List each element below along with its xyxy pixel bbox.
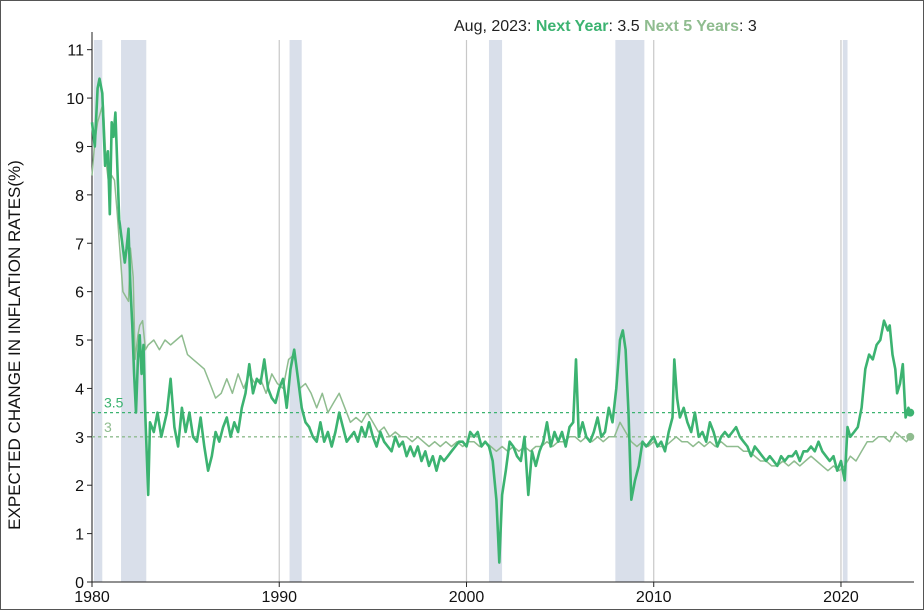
- y-tick-label: 11: [67, 43, 84, 60]
- x-tick-label: 1990: [261, 589, 297, 606]
- recession-band: [615, 40, 645, 582]
- legend-next-year-value: 3.5: [617, 18, 640, 35]
- x-tick-label: 1980: [74, 589, 110, 606]
- legend-next-5-years-label: Next 5 Years: [644, 18, 739, 35]
- legend: Aug, 2023: Next Year: 3.5 Next 5 Years: …: [454, 18, 757, 36]
- x-tick-label: 2010: [636, 589, 672, 606]
- series-end-point: [906, 432, 915, 441]
- y-tick-label: 2: [75, 478, 84, 495]
- legend-separator: :: [738, 18, 748, 35]
- legend-next-5-years-value: 3: [747, 18, 757, 35]
- y-tick-label: 0: [75, 575, 84, 592]
- series-end-point: [906, 408, 915, 417]
- y-tick-label: 10: [66, 91, 84, 108]
- legend-next-year-label: Next Year: [535, 18, 609, 35]
- y-tick-label: 1: [75, 527, 84, 544]
- legend-date: Aug, 2023: [454, 18, 527, 35]
- y-tick-label: 8: [75, 188, 84, 205]
- y-axis-title-container: EXPECTED CHANGE IN INFLATION RATES(%): [5, 160, 24, 530]
- y-tick-label: 7: [75, 236, 84, 253]
- y-axis-title: EXPECTED CHANGE IN INFLATION RATES(%): [5, 160, 24, 530]
- x-tick-label: 2020: [823, 589, 859, 606]
- y-tick-label: 4: [75, 381, 84, 398]
- series-line: [90, 77, 912, 564]
- legend-separator: :: [608, 18, 618, 35]
- y-tick-label: 3: [75, 430, 84, 447]
- reference-line-label: 3.5: [104, 395, 124, 411]
- recession-band: [289, 40, 302, 582]
- y-tick-label: 6: [75, 285, 84, 302]
- y-tick-label: 9: [75, 139, 84, 156]
- y-tick-label: 5: [75, 333, 84, 350]
- legend-separator: :: [526, 18, 536, 35]
- recession-band: [842, 40, 848, 582]
- x-tick-label: 2000: [449, 589, 485, 606]
- recession-band: [93, 40, 103, 582]
- reference-line-label: 3: [104, 419, 112, 435]
- recession-band: [488, 40, 503, 582]
